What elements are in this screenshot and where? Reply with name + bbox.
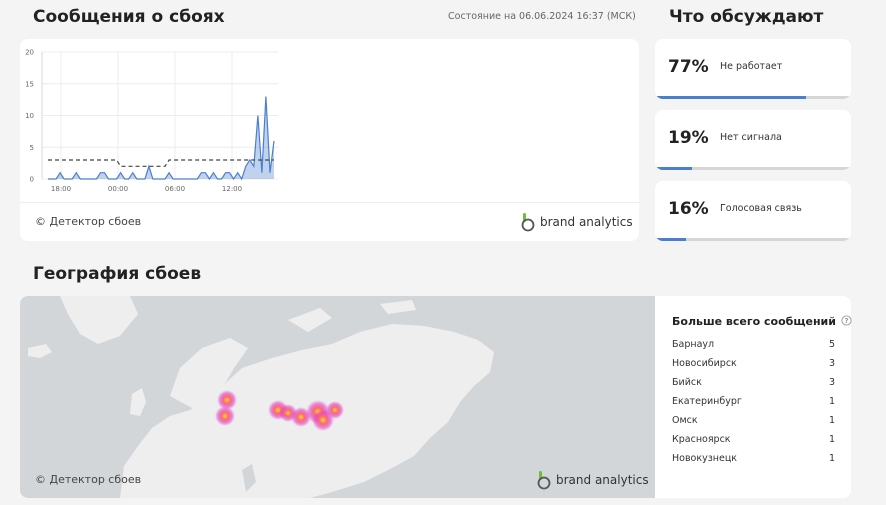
reports-line [48,96,275,181]
x-tick-label: 06:00 [165,185,185,193]
land-iceland [28,344,52,358]
city-row: Бийск 3 [672,377,835,388]
info-icon[interactable]: ? [841,315,852,326]
outage-chart[interactable]: 0 5 10 15 20 18:00 00:00 06:00 12:00 [20,39,639,199]
city-name: Красноярск [672,434,731,445]
top-cities-panel: Больше всего сообщений ? Барнаул 5 Новосиб… [655,296,852,498]
y-tick-label: 10 [25,112,34,120]
map-brand-logo[interactable]: brand analytics [536,470,649,490]
land-severnaya-zemlya [380,300,416,314]
city-count: 1 [828,434,835,445]
topic-percent: 77% [668,57,709,77]
page-title: Сообщения о сбоях [33,7,225,27]
city-name: Новосибирск [672,358,737,369]
outage-map[interactable]: © Детектор сбоев brand analytics [20,296,656,498]
heat-spot [326,401,344,419]
brand-analytics-icon [521,213,535,232]
city-count: 5 [828,339,835,350]
city-name: Новокузнецк [672,453,738,464]
city-count: 3 [828,358,835,369]
topic-card[interactable]: 77% Не работает [655,39,851,99]
city-row: Екатеринбург 1 [672,396,835,407]
city-row: Омск 1 [672,415,835,426]
brand-name: brand analytics [556,473,649,487]
topic-percent: 19% [668,128,709,148]
city-name: Барнаул [672,339,715,350]
city-row: Барнаул 5 [672,339,835,350]
baseline-line [48,159,274,167]
chart-brand-logo[interactable]: brand analytics [520,212,633,232]
city-row: Красноярск 1 [672,434,835,445]
land-britain [130,388,146,416]
svg-text:?: ? [844,317,848,325]
status-timestamp: Состояние на 06.06.2024 16:37 (МСК) [448,11,636,22]
chart-copyright: © Детектор сбоев [35,215,142,228]
city-name: Омск [672,415,698,426]
x-tick-label: 00:00 [108,185,128,193]
city-row: Новокузнецк 1 [672,453,835,464]
topic-card[interactable]: 19% Нет сигнала [655,110,851,170]
topic-bar [655,167,693,170]
land-novaya-zemlya [288,308,332,332]
y-tick-label: 0 [30,176,34,184]
y-tick-label: 5 [30,144,34,152]
x-tick-label: 18:00 [51,185,71,193]
topic-card[interactable]: 16% Голосовая связь [655,181,851,241]
topic-label: Голосовая связь [720,203,802,214]
caspian-sea [242,464,256,492]
topic-bar [655,96,806,99]
topic-label: Нет сигнала [720,132,782,143]
topic-percent: 16% [668,199,709,219]
city-count: 1 [828,453,835,464]
land-greenland [60,296,138,344]
topics-title: Что обсуждают [669,7,824,27]
city-count: 1 [828,415,835,426]
chart-card: 0 5 10 15 20 18:00 00:00 06:00 12:00 © Детектор … [20,39,639,241]
topic-label: Не работает [720,61,783,72]
topic-track [655,238,851,241]
chart-divider [20,202,639,203]
city-count: 1 [828,396,835,407]
map-copyright: © Детектор сбоев [35,473,142,486]
brand-name: brand analytics [540,215,633,229]
y-tick-label: 20 [25,49,34,57]
x-tick-label: 12:00 [222,185,242,193]
topic-bar [655,238,687,241]
geo-title: География сбоев [33,264,202,284]
heatmap-layer [215,390,344,431]
heat-spot [215,406,235,426]
reports-area [48,96,274,179]
brand-analytics-icon [537,471,551,490]
city-count: 3 [828,377,835,388]
city-name: Бийск [672,377,702,388]
city-row: Новосибирск 3 [672,358,835,369]
city-name: Екатеринбург [672,396,742,407]
top-cities-title-text: Больше всего сообщений [672,315,836,328]
y-tick-label: 15 [25,80,34,88]
heat-spot [217,390,237,410]
top-cities-title: Больше всего сообщений ? [672,315,852,328]
land-scandinavia [170,338,248,408]
map-canvas [28,296,494,498]
topic-track [655,167,851,170]
